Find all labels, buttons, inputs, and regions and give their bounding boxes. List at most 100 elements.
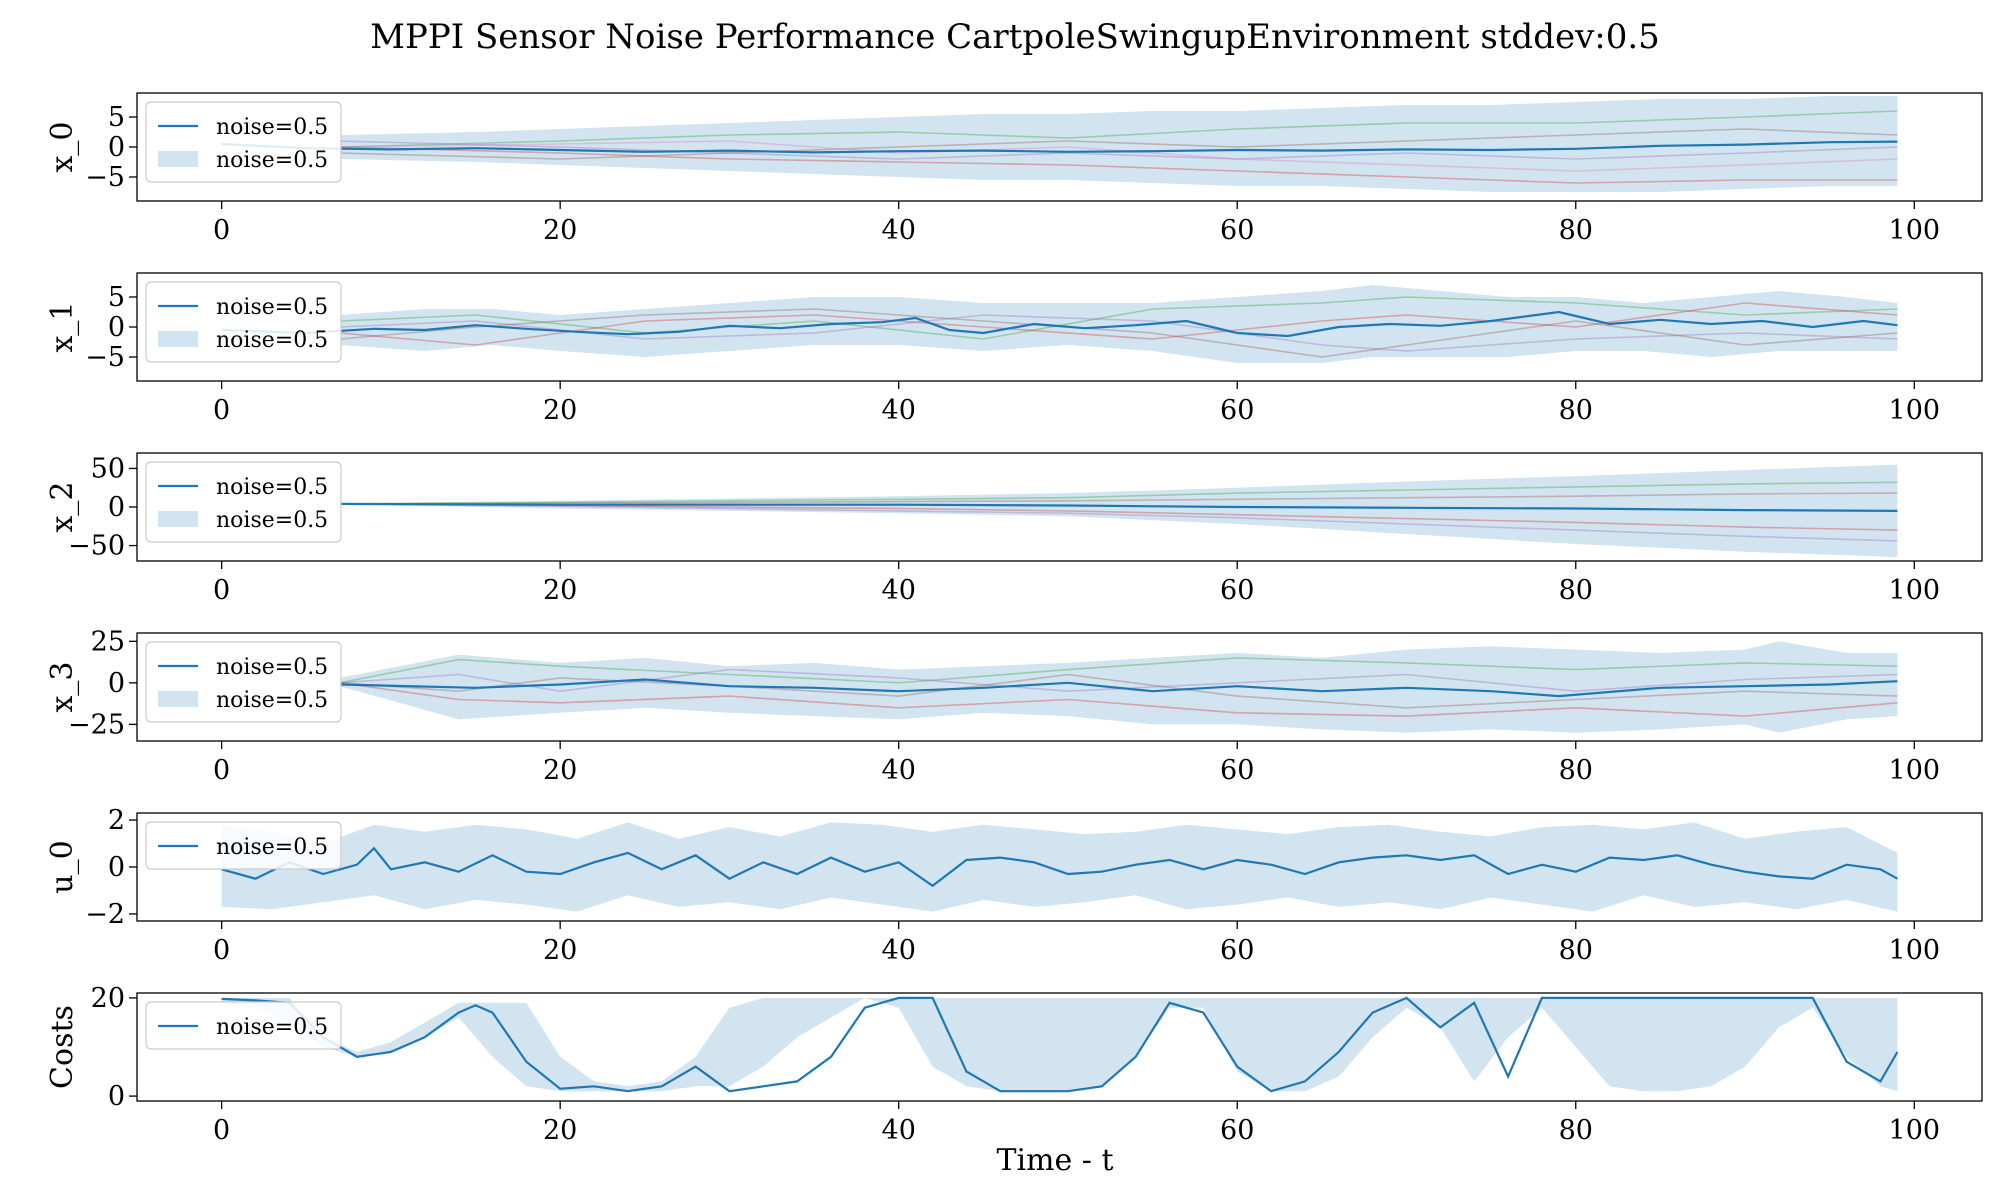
x-tick-label: 100 — [1889, 395, 1941, 426]
x-tick-label: 20 — [543, 1115, 577, 1146]
legend-box — [145, 1001, 342, 1050]
legend: noise=0.5 noise=0.5 — [145, 461, 342, 543]
trajectory-line — [340, 110, 1898, 148]
x-tick-label: 40 — [882, 935, 916, 966]
std-band — [340, 285, 1898, 363]
y-tick-label: 50 — [91, 453, 125, 484]
legend-box — [145, 281, 342, 363]
x-tick-label: 60 — [1220, 575, 1254, 606]
std-band — [340, 96, 1898, 192]
x-tick-label: 40 — [882, 395, 916, 426]
y-tick-label: 0 — [108, 1081, 125, 1112]
y-axis-label: x_1 — [45, 301, 80, 352]
legend-box — [145, 641, 342, 723]
x-tick-label: 40 — [882, 755, 916, 786]
x-tick-label: 40 — [882, 575, 916, 606]
x-tick-label: 20 — [543, 755, 577, 786]
legend-band-swatch — [158, 691, 198, 707]
subplot-x_2: 0 20 40 60 80 100 50 0 −50x_2 noise=0.5 noise=0.5 — [45, 452, 1983, 606]
y-tick-label: 20 — [91, 983, 125, 1014]
x-tick-label: 20 — [543, 935, 577, 966]
x-tick-label: 80 — [1559, 755, 1593, 786]
trajectory-line — [340, 302, 1898, 346]
legend-box — [145, 461, 342, 543]
y-tick-label: 5 — [108, 282, 125, 313]
legend-band-swatch — [158, 331, 198, 347]
legend-label: noise=0.5 — [216, 688, 328, 713]
y-tick-label: 0 — [108, 852, 125, 883]
y-tick-label: −50 — [68, 531, 125, 562]
axes-frame — [136, 992, 1983, 1102]
y-axis-label: x_0 — [45, 121, 80, 172]
legend-label: noise=0.5 — [216, 328, 328, 353]
plot-area — [339, 641, 1898, 733]
x-tick-label: 0 — [213, 935, 230, 966]
x-tick-label: 60 — [1220, 755, 1254, 786]
x-tick-label: 100 — [1889, 215, 1941, 246]
std-band — [221, 822, 1898, 912]
std-band — [340, 464, 1898, 558]
trajectory-line — [340, 146, 1898, 184]
mean-line — [340, 678, 1898, 698]
plot-area — [221, 285, 1898, 363]
x-tick-label: 0 — [213, 575, 230, 606]
x-tick-label: 60 — [1220, 935, 1254, 966]
y-axis-label: Costs — [45, 1005, 80, 1089]
x-tick-label: 100 — [1889, 575, 1941, 606]
figure-title: MPPI Sensor Noise Performance CartpoleSw… — [370, 17, 1660, 57]
y-tick-label: −25 — [68, 709, 125, 740]
x-axis-label: Time - t — [996, 1143, 1113, 1178]
mean-line — [221, 996, 1899, 1093]
x-tick-label: 0 — [213, 395, 230, 426]
y-tick-label: 5 — [108, 102, 125, 133]
y-tick-label: 0 — [108, 312, 125, 343]
trajectory-line — [340, 128, 1898, 160]
mean-line — [340, 502, 1898, 512]
y-tick-label: −5 — [85, 162, 125, 193]
x-tick-label: 60 — [1220, 215, 1254, 246]
x-tick-label: 80 — [1559, 935, 1593, 966]
y-tick-label: 0 — [108, 668, 125, 699]
trajectory-line — [340, 140, 1898, 172]
y-axis-label: x_2 — [45, 481, 80, 532]
subplot-x_3: 0 20 40 60 80 100 25 0 −25x_3 noise=0.5 noise=0.5 — [45, 626, 1983, 786]
x-tick-label: 20 — [543, 575, 577, 606]
plot-area — [221, 96, 1898, 192]
legend: noise=0.5 noise=0.5 — [145, 641, 342, 723]
trajectory-line — [340, 140, 1898, 160]
legend-box — [145, 821, 342, 870]
x-tick-label: 80 — [1559, 395, 1593, 426]
x-tick-label: 40 — [882, 215, 916, 246]
y-tick-label: 25 — [91, 626, 125, 657]
x-tick-label: 0 — [213, 755, 230, 786]
trajectory-line — [340, 481, 1898, 505]
y-tick-label: 0 — [108, 132, 125, 163]
x-tick-label: 40 — [882, 1115, 916, 1146]
legend-label: noise=0.5 — [216, 835, 328, 860]
legend: noise=0.5 noise=0.5 — [145, 101, 342, 183]
trajectory-line — [340, 296, 1898, 340]
std-band — [221, 997, 1898, 1092]
legend-label: noise=0.5 — [216, 115, 328, 140]
plot-area — [221, 822, 1898, 912]
legend-label: noise=0.5 — [216, 655, 328, 680]
trajectory-line — [340, 503, 1898, 542]
legend-label: noise=0.5 — [216, 295, 328, 320]
trajectory-line — [340, 673, 1898, 709]
trajectory-line — [340, 308, 1898, 358]
trajectory-line — [340, 492, 1898, 505]
x-tick-label: 80 — [1559, 215, 1593, 246]
x-tick-label: 0 — [213, 215, 230, 246]
legend-label: noise=0.5 — [216, 508, 328, 533]
trajectory-line — [339, 657, 1898, 684]
legend-label: noise=0.5 — [216, 148, 328, 173]
legend-band-swatch — [158, 511, 198, 527]
x-tick-label: 60 — [1220, 395, 1254, 426]
legend-label: noise=0.5 — [216, 475, 328, 500]
y-tick-label: −2 — [85, 899, 125, 930]
